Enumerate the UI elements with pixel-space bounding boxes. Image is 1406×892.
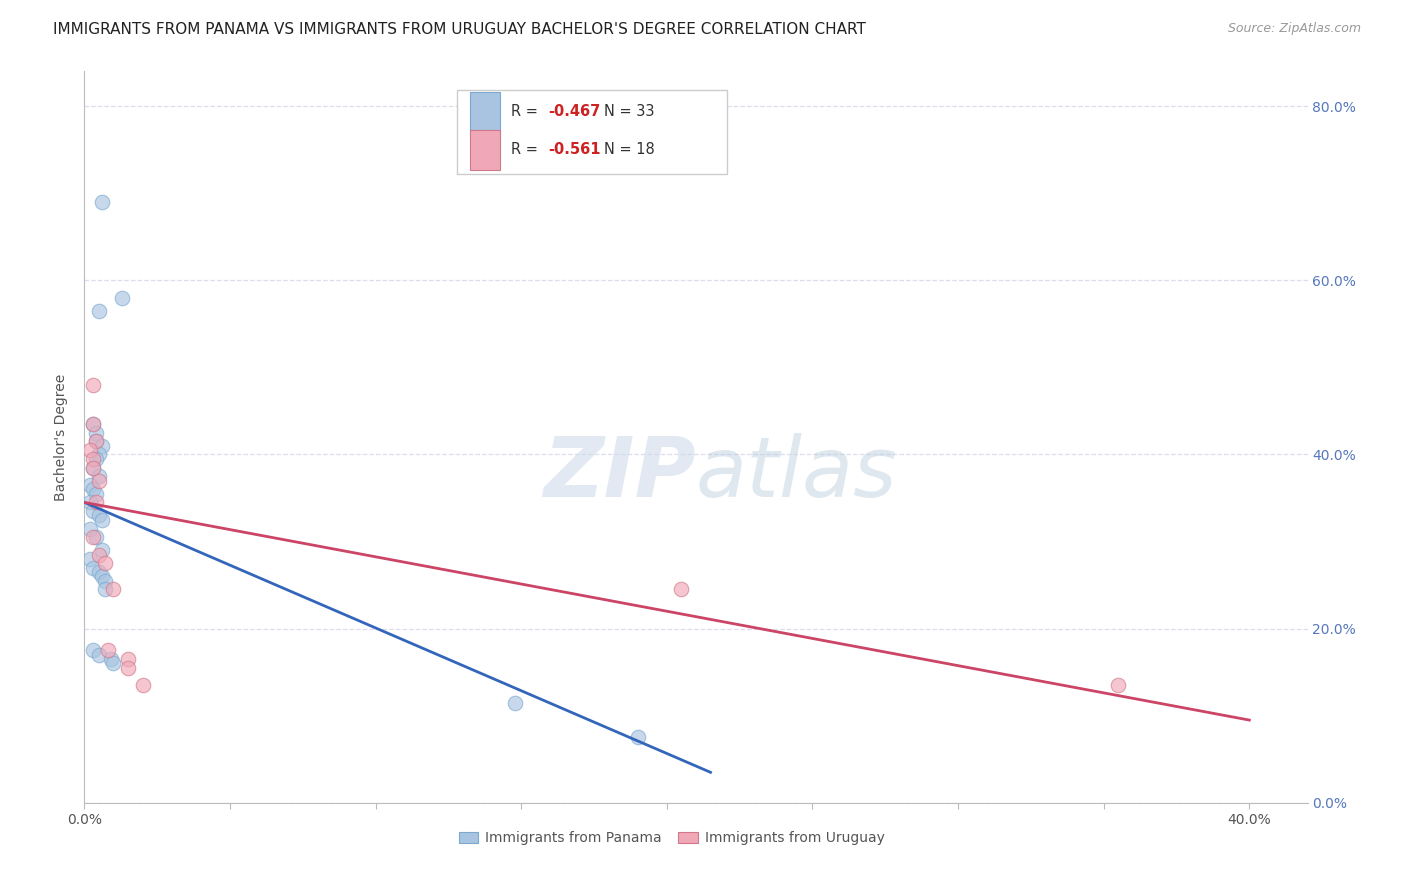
Point [505, 696, 527, 710]
Point [93, 557, 115, 571]
Point [82, 504, 104, 518]
Point [100, 652, 122, 666]
Point [84, 530, 107, 544]
Point [84, 451, 107, 466]
Text: N = 18: N = 18 [605, 142, 655, 157]
Point [111, 291, 134, 305]
Y-axis label: Bachelor's Degree: Bachelor's Degree [55, 374, 69, 500]
Point [90, 569, 112, 583]
Point [97, 643, 120, 657]
Point [82, 417, 104, 431]
Point [87, 648, 110, 662]
Point [79, 521, 101, 535]
Point [82, 460, 104, 475]
Point [627, 731, 650, 745]
Point [90, 439, 112, 453]
Point [93, 582, 115, 597]
Point [90, 543, 112, 558]
Point [84, 434, 107, 449]
Point [79, 478, 101, 492]
Point [82, 377, 104, 392]
Point [117, 652, 139, 666]
Point [82, 460, 104, 475]
Point [131, 678, 153, 692]
Point [82, 483, 104, 497]
Point [1107, 678, 1129, 692]
Bar [470, 130, 501, 170]
Point [103, 657, 125, 671]
Point [93, 574, 115, 588]
Bar [470, 92, 501, 132]
Point [87, 548, 110, 562]
Point [87, 565, 110, 579]
Point [79, 443, 101, 458]
Point [87, 469, 110, 483]
Point [87, 508, 110, 523]
Point [84, 434, 107, 449]
Legend: Immigrants from Panama, Immigrants from Uruguay: Immigrants from Panama, Immigrants from … [453, 826, 890, 851]
Point [84, 425, 107, 440]
Point [79, 552, 101, 566]
Point [671, 582, 693, 597]
Point [84, 495, 107, 509]
Text: IMMIGRANTS FROM PANAMA VS IMMIGRANTS FROM URUGUAY BACHELOR'S DEGREE CORRELATION : IMMIGRANTS FROM PANAMA VS IMMIGRANTS FRO… [53, 22, 866, 37]
Point [82, 417, 104, 431]
Point [90, 194, 112, 209]
Text: Source: ZipAtlas.com: Source: ZipAtlas.com [1227, 22, 1361, 36]
Point [87, 303, 110, 318]
Point [82, 643, 104, 657]
Text: ZIP: ZIP [543, 434, 696, 514]
Text: -0.467: -0.467 [548, 104, 600, 120]
Point [82, 530, 104, 544]
Text: N = 33: N = 33 [605, 104, 655, 120]
Point [90, 513, 112, 527]
Point [117, 661, 139, 675]
Text: R =: R = [512, 142, 543, 157]
Text: -0.561: -0.561 [548, 142, 600, 157]
Point [82, 560, 104, 574]
Point [84, 486, 107, 500]
Text: atlas: atlas [696, 434, 897, 514]
Text: R =: R = [512, 104, 543, 120]
Point [87, 474, 110, 488]
Point [87, 448, 110, 462]
FancyBboxPatch shape [457, 90, 727, 174]
Point [82, 451, 104, 466]
Point [103, 582, 125, 597]
Point [79, 495, 101, 509]
